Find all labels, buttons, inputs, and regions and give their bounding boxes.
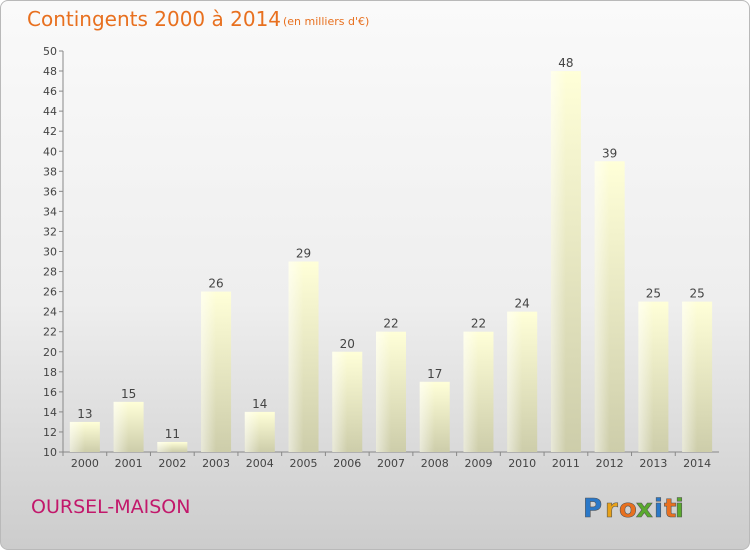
- bar-highlight: [550, 71, 566, 453]
- value-label: 25: [689, 287, 704, 301]
- x-tick-label: 2004: [246, 457, 274, 470]
- y-tick-label: 28: [43, 266, 57, 279]
- y-tick-label: 26: [43, 286, 57, 299]
- bar-highlight: [682, 301, 698, 452]
- y-tick-label: 34: [43, 205, 57, 218]
- bar-highlight: [594, 161, 610, 452]
- logo-letter: P: [583, 494, 602, 524]
- value-label: 22: [383, 317, 398, 331]
- value-labels: 13 15 11 26 14 29 20 22 17 22 24 48 39 25 25: [77, 56, 705, 441]
- y-tick-label: 20: [43, 346, 57, 359]
- y-tick-label: 48: [43, 65, 57, 78]
- value-label: 20: [340, 337, 355, 351]
- chart-subtitle: (en milliers d'€): [283, 15, 369, 28]
- value-label: 48: [558, 56, 573, 70]
- bar-highlight: [463, 331, 479, 452]
- y-tick-label: 36: [43, 185, 57, 198]
- x-tick-label: 2001: [115, 457, 143, 470]
- x-tick-label: 2014: [683, 457, 711, 470]
- value-label: 22: [471, 317, 486, 331]
- y-tick-label: 12: [43, 426, 57, 439]
- bar-highlight: [419, 381, 435, 452]
- x-tick-label: 2003: [202, 457, 230, 470]
- bar-highlight: [69, 421, 85, 452]
- value-label: 17: [427, 367, 442, 381]
- y-axis: [59, 50, 64, 453]
- logo-letter: o: [619, 494, 637, 524]
- y-tick-label: 22: [43, 326, 57, 339]
- x-tick-label: 2007: [377, 457, 405, 470]
- value-label: 11: [165, 427, 180, 441]
- chart-title: Contingents 2000 à 2014: [27, 7, 281, 31]
- x-tick-labels: 2000 2001 2002 2003 2004 2005 2006 2007 2008 2009…: [71, 457, 711, 470]
- y-tick-label: 30: [43, 246, 57, 259]
- x-tick-label: 2013: [639, 457, 667, 470]
- bar-highlight: [201, 291, 217, 452]
- x-tick-label: 2005: [290, 457, 318, 470]
- y-tick-label: 14: [43, 406, 57, 419]
- bar-highlight: [113, 401, 129, 452]
- y-tick-label: 44: [43, 105, 57, 118]
- y-tick-label: 40: [43, 145, 57, 158]
- value-label: 39: [602, 146, 617, 160]
- y-tick-label: 50: [43, 45, 57, 58]
- x-tick-label: 2012: [596, 457, 624, 470]
- x-tick-label: 2010: [508, 457, 536, 470]
- y-tick-labels: 10 12 14 16 18 20 22 24 26 28 30 32 34 36 38 40 42 44 46 48…: [43, 45, 57, 459]
- x-axis: [62, 451, 719, 456]
- y-tick-label: 32: [43, 225, 57, 238]
- bar-highlight: [244, 411, 260, 452]
- logo-letter: i: [675, 494, 684, 524]
- x-tick-label: 2008: [421, 457, 449, 470]
- bars-series: [69, 71, 713, 453]
- logo-letter: r: [605, 494, 618, 524]
- value-label: 14: [252, 397, 267, 411]
- y-tick-label: 18: [43, 366, 57, 379]
- bar-highlight: [376, 331, 391, 452]
- x-tick-label: 2009: [464, 457, 492, 470]
- x-tick-label: 2002: [158, 457, 186, 470]
- x-tick-label: 2000: [71, 457, 99, 470]
- value-label: 29: [296, 247, 311, 261]
- y-tick-label: 16: [43, 386, 57, 399]
- bar-highlight: [332, 351, 348, 452]
- bar-highlight: [638, 301, 654, 452]
- value-label: 13: [77, 407, 92, 421]
- value-label: 25: [646, 287, 661, 301]
- y-tick-label: 38: [43, 165, 57, 178]
- bar-highlight: [288, 261, 304, 452]
- x-tick-label: 2006: [333, 457, 361, 470]
- logo-letter: x: [636, 494, 653, 524]
- y-tick-label: 42: [43, 125, 57, 138]
- value-label: 24: [515, 297, 530, 311]
- x-tick-label: 2011: [552, 457, 580, 470]
- bar-highlight: [507, 311, 523, 452]
- y-tick-label: 46: [43, 85, 57, 98]
- bar-highlight: [157, 441, 173, 452]
- value-label: 15: [121, 387, 136, 401]
- commune-name: OURSEL-MAISON: [31, 496, 190, 518]
- logo-letter: i: [654, 494, 663, 524]
- value-label: 26: [208, 277, 223, 291]
- y-tick-label: 10: [43, 446, 57, 459]
- logo-letter: t: [664, 494, 676, 524]
- y-tick-label: 24: [43, 306, 57, 319]
